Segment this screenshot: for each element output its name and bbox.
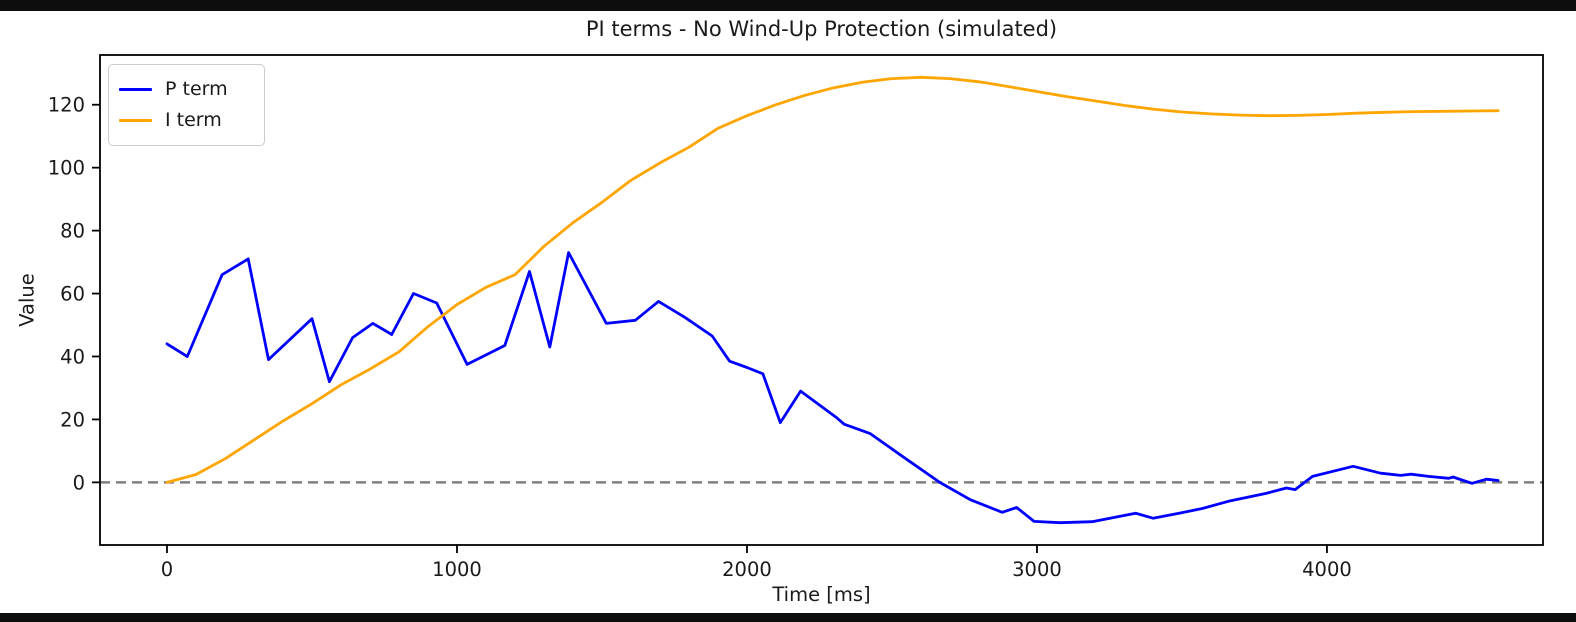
y-tick-label: 60 [60, 283, 85, 306]
x-tick-label: 2000 [722, 558, 772, 581]
legend-entry-p-term: P term [119, 74, 254, 105]
legend: P term I term [108, 64, 265, 146]
p-term-line-swatch [119, 87, 152, 92]
x-tick-label: 1000 [432, 558, 482, 581]
y-tick-label: 40 [60, 345, 85, 368]
legend-label-i-term: I term [165, 109, 222, 131]
y-axis-label: Value [15, 273, 39, 327]
top-black-bar [0, 0, 1576, 11]
series-line-i-term [165, 75, 1500, 484]
chart-title: PI terms - No Wind-Up Protection (simula… [585, 17, 1058, 41]
x-axis-label: Time [ms] [772, 583, 871, 606]
legend-entry-i-term: I term [119, 105, 254, 136]
y-tick-label: 100 [48, 157, 85, 180]
x-tick-label: 4000 [1302, 558, 1352, 581]
legend-label-p-term: P term [165, 78, 228, 100]
x-tick-label: 0 [161, 558, 173, 581]
bottom-black-bar [0, 613, 1576, 622]
i-term-line-swatch [119, 118, 152, 123]
y-tick-label: 80 [60, 220, 85, 243]
series-line-p-term [165, 251, 1500, 525]
x-tick-label: 3000 [1012, 558, 1062, 581]
y-tick-label: 0 [73, 471, 85, 494]
y-tick-label: 120 [48, 94, 85, 117]
axes-spines [99, 54, 1544, 546]
y-tick-label: 20 [60, 408, 85, 431]
